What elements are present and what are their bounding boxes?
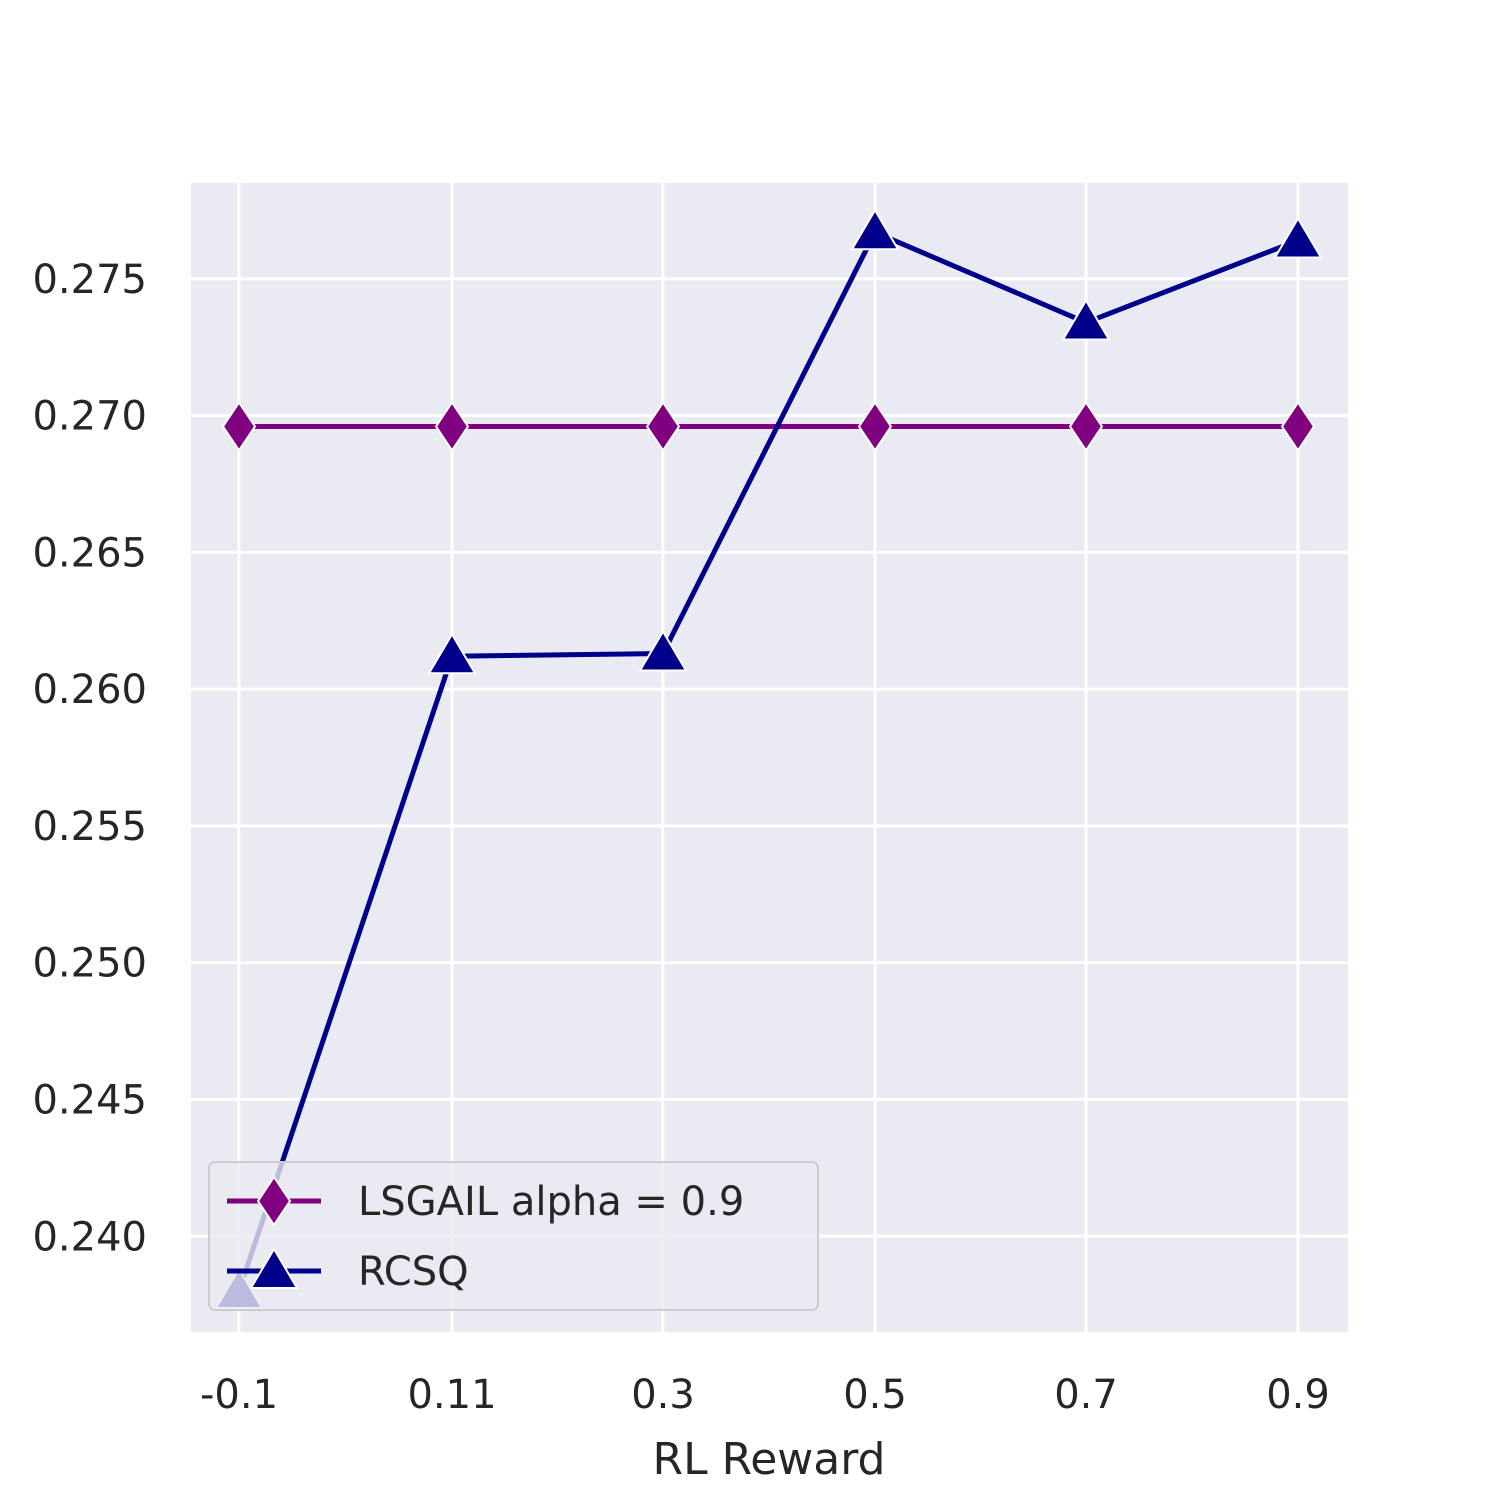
- x-gridlines: [237, 183, 1300, 1332]
- data-point-diamond: [645, 400, 681, 453]
- data-point-diamond: [1068, 400, 1104, 453]
- y-tick-label: 0.255: [32, 804, 147, 850]
- x-tick-label: 0.7: [1054, 1372, 1118, 1418]
- legend-box: [208, 1161, 819, 1311]
- y-tick-labels: 0.240 0.245 0.250 0.255 0.260 0.265 0.270 0.275: [32, 257, 147, 1261]
- y-gridlines: [191, 277, 1348, 1238]
- y-tick-label: 0.260: [32, 667, 147, 713]
- x-tick-labels: -0.1 0.11 0.3 0.5 0.7 0.9: [200, 1372, 1330, 1418]
- legend-entry: RCSQ: [227, 1247, 469, 1295]
- legend-marker-triangle: [249, 1247, 299, 1289]
- legend-label: RCSQ: [358, 1249, 469, 1295]
- series-line: [236, 229, 1299, 1292]
- y-tick-label: 0.240: [32, 1214, 147, 1260]
- data-point-triangle: [850, 208, 900, 251]
- legend-entry: LSGAIL alpha = 0.9: [227, 1175, 744, 1227]
- data-point-triangle: [1061, 298, 1111, 341]
- y-tick-label: 0.270: [32, 394, 147, 440]
- y-tick-label: 0.250: [32, 941, 147, 987]
- data-point-diamond: [221, 400, 257, 453]
- legend: LSGAIL alpha = 0.9 RCSQ: [208, 1161, 819, 1311]
- x-axis-label: RL Reward: [653, 1434, 886, 1485]
- x-tick-label: 0.5: [843, 1372, 907, 1418]
- data-point-triangle: [638, 629, 688, 672]
- y-tick-label: 0.265: [32, 530, 147, 576]
- x-tick-label: 0.11: [407, 1372, 496, 1418]
- legend-entries: LSGAIL alpha = 0.9 RCSQ: [227, 1175, 744, 1295]
- legend-label: LSGAIL alpha = 0.9: [358, 1179, 744, 1225]
- series-0: [221, 400, 1316, 453]
- plot-background: [191, 183, 1348, 1332]
- data-point-diamond: [434, 400, 470, 453]
- series-layer: [214, 208, 1323, 1309]
- y-tick-label: 0.275: [32, 257, 147, 303]
- x-tick-label: 0.3: [631, 1372, 695, 1418]
- x-tick-label: -0.1: [200, 1372, 278, 1418]
- y-tick-label: 0.245: [32, 1077, 147, 1123]
- x-tick-label: 0.9: [1266, 1372, 1330, 1418]
- data-point-diamond: [857, 400, 893, 453]
- data-point-triangle: [1273, 216, 1323, 259]
- legend-marker-diamond: [256, 1175, 292, 1227]
- data-point-diamond: [1280, 400, 1316, 453]
- data-point-triangle: [427, 632, 477, 675]
